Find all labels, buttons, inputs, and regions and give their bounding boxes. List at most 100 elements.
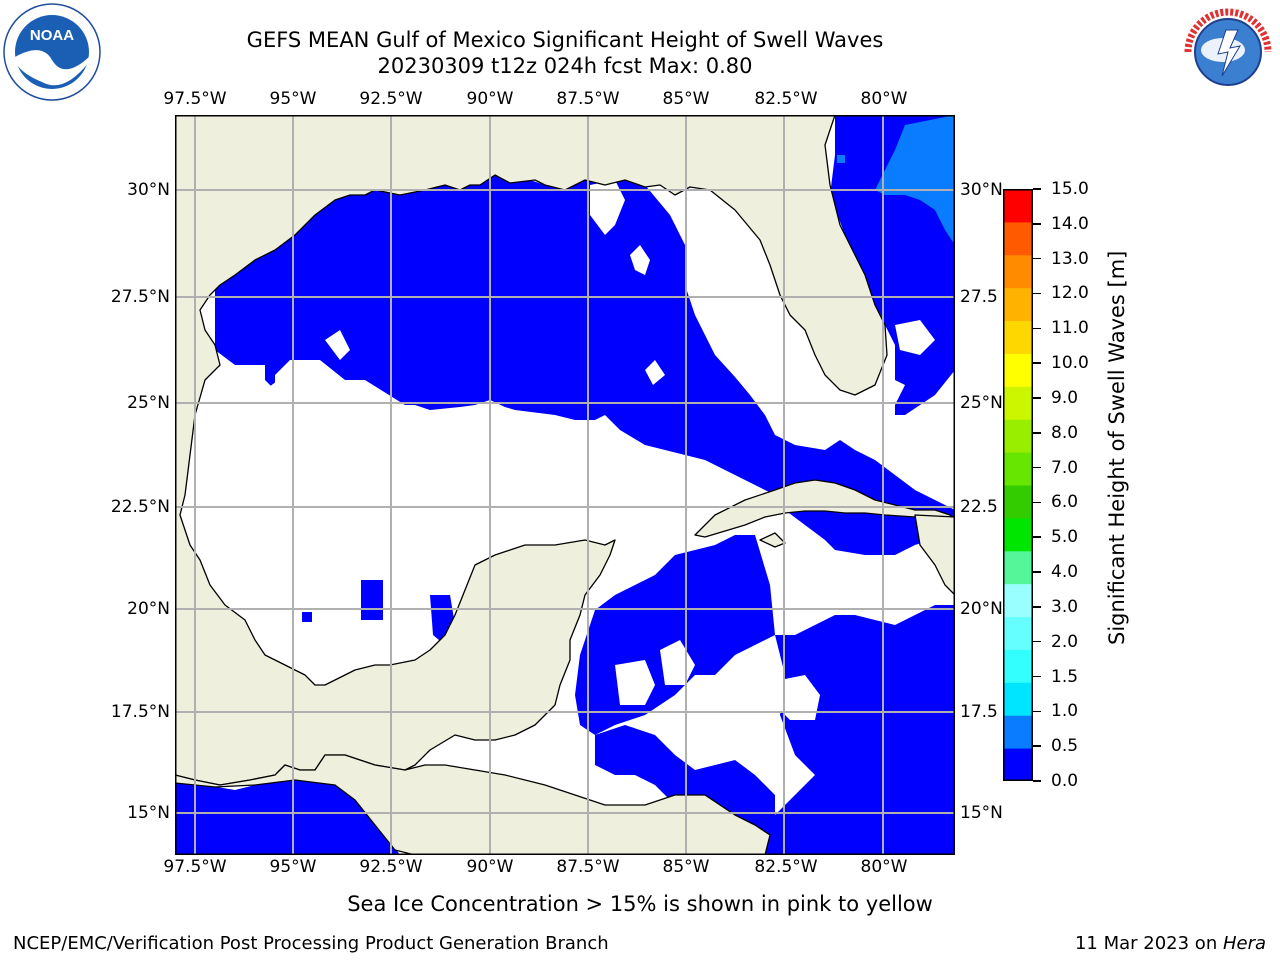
graticule — [175, 115, 955, 855]
colorbar-segment — [1003, 353, 1033, 387]
lat-tick-left: 17.5°N — [110, 702, 170, 722]
colorbar-segment — [1003, 452, 1033, 486]
swell-field-mid — [837, 115, 955, 245]
lat-tick-left: 27.5°N — [110, 287, 170, 307]
colorbar-tick-label: 1.5 — [1051, 666, 1079, 687]
lat-tick-left: 22.5°N — [110, 497, 170, 517]
lat-tick-left: 15°N — [127, 803, 170, 823]
lat-tick-right: 27.5 — [960, 287, 998, 307]
colorbar-segment — [1003, 550, 1033, 585]
lon-tick-top: 85°W — [662, 89, 710, 109]
lon-tick-bottom: 92.5°W — [359, 857, 423, 877]
colorbar-tick-mark — [1033, 710, 1041, 713]
lon-tick-top: 92.5°W — [359, 89, 423, 109]
colorbar-tick-mark — [1033, 432, 1041, 434]
colorbar-tick-mark — [1033, 780, 1041, 782]
sea-ice-note: Sea Ice Concentration > 15% is shown in … — [347, 892, 933, 916]
colorbar-segment — [1003, 386, 1033, 420]
noaa-logo-text: NOAA — [30, 27, 74, 44]
colorbar-tick-label: 0.5 — [1051, 736, 1079, 757]
colorbar-tick-mark — [1033, 223, 1041, 225]
colorbar-segment — [1003, 748, 1033, 781]
lat-tick-right: 25°N — [960, 393, 1003, 413]
lat-tick-left: 20°N — [127, 599, 170, 619]
colorbar-segment — [1003, 419, 1033, 453]
colorbar-segment — [1003, 485, 1033, 519]
colorbar-tick-label: 13.0 — [1051, 248, 1089, 269]
colorbar-segment — [1003, 583, 1033, 618]
chart-subtitle: 20230309 t12z 024h fcst Max: 0.80 — [377, 54, 753, 78]
chart-title: GEFS MEAN Gulf of Mexico Significant Hei… — [246, 28, 884, 52]
footer-timestamp: 11 Mar 2023 on Hera — [1075, 934, 1266, 954]
lon-tick-bottom: 80°W — [860, 857, 908, 877]
colorbar-segment — [1003, 649, 1033, 683]
colorbar-tick-mark — [1033, 327, 1041, 330]
colorbar-segment — [1003, 287, 1033, 322]
colorbar-tick-label: 6.0 — [1051, 492, 1079, 513]
lon-tick-bottom: 85°W — [662, 857, 710, 877]
colorbar-tick-label: 9.0 — [1051, 387, 1079, 408]
colorbar-tick-label: 12.0 — [1051, 283, 1089, 304]
colorbar-tick-mark — [1033, 292, 1041, 295]
lon-tick-bottom: 97.5°W — [163, 857, 227, 877]
colorbar-segment — [1003, 189, 1033, 223]
colorbar — [1003, 189, 1033, 781]
footer-host: Hera — [1222, 933, 1266, 954]
lat-tick-right: 17.5 — [960, 702, 998, 722]
lon-tick-top: 87.5°W — [556, 89, 620, 109]
colorbar-tick-mark — [1033, 536, 1041, 538]
colorbar-tick-mark — [1033, 675, 1041, 678]
colorbar-tick-mark — [1033, 188, 1041, 190]
colorbar-tick-mark — [1033, 745, 1041, 747]
colorbar-tick-mark — [1033, 640, 1041, 643]
colorbar-tick-mark — [1033, 466, 1041, 469]
lat-tick-right: 22.5 — [960, 497, 998, 517]
footer-date: 11 Mar 2023 on — [1074, 933, 1223, 954]
colorbar-tick-label: 7.0 — [1051, 457, 1079, 478]
colorbar-tick-label: 15.0 — [1051, 179, 1089, 199]
lon-tick-bottom: 95°W — [269, 857, 317, 877]
colorbar-tick-mark — [1033, 397, 1041, 399]
lat-tick-right: 15°N — [960, 803, 1003, 823]
colorbar-segment — [1003, 715, 1033, 749]
lon-tick-top: 90°W — [466, 89, 514, 109]
colorbar-frame — [1003, 189, 1033, 781]
colorbar-tick-mark — [1033, 257, 1041, 260]
colorbar-segment — [1003, 616, 1033, 650]
colorbar-segment — [1003, 254, 1033, 289]
colorbar-segment — [1003, 221, 1033, 256]
lon-tick-top: 97.5°W — [163, 89, 227, 109]
colorbar-label: Significant Height of Swell Waves [m] — [1105, 250, 1129, 645]
colorbar-tick-mark — [1033, 606, 1041, 608]
map-frame — [175, 115, 955, 855]
colorbar-tick-label: 0.0 — [1051, 771, 1079, 791]
lon-tick-bottom: 87.5°W — [556, 857, 620, 877]
colorbar-tick-label: 2.0 — [1051, 631, 1079, 652]
gulf-of-mexico-map — [175, 115, 955, 855]
colorbar-tick-mark — [1033, 501, 1041, 504]
lon-tick-bottom: 82.5°W — [754, 857, 818, 877]
colorbar-tick-label: 10.0 — [1051, 353, 1089, 374]
land — [175, 115, 955, 855]
lon-tick-top: 95°W — [269, 89, 317, 109]
colorbar-tick-label: 11.0 — [1051, 318, 1089, 339]
colorbar-segment — [1003, 320, 1033, 354]
lat-tick-right: 30°N — [960, 180, 1003, 200]
colorbar-tick-label: 14.0 — [1051, 213, 1089, 234]
lat-tick-right: 20°N — [960, 599, 1003, 619]
colorbar-tick-mark — [1033, 571, 1041, 573]
noaa-logo: NOAA — [2, 2, 102, 102]
lon-tick-bottom: 90°W — [466, 857, 514, 877]
lat-tick-left: 30°N — [127, 180, 170, 200]
colorbar-tick-label: 4.0 — [1051, 562, 1079, 583]
colorbar-tick-label: 1.0 — [1051, 701, 1079, 722]
nws-logo — [1178, 2, 1278, 102]
footer-branch: NCEP/EMC/Verification Post Processing Pr… — [13, 933, 609, 954]
colorbar-segment — [1003, 682, 1033, 716]
colorbar-segment — [1003, 517, 1033, 552]
colorbar-tick-label: 8.0 — [1051, 422, 1079, 443]
colorbar-tick-mark — [1033, 362, 1041, 364]
lon-tick-top: 80°W — [860, 89, 908, 109]
colorbar-tick-label: 3.0 — [1051, 596, 1079, 617]
lon-tick-top: 82.5°W — [754, 89, 818, 109]
